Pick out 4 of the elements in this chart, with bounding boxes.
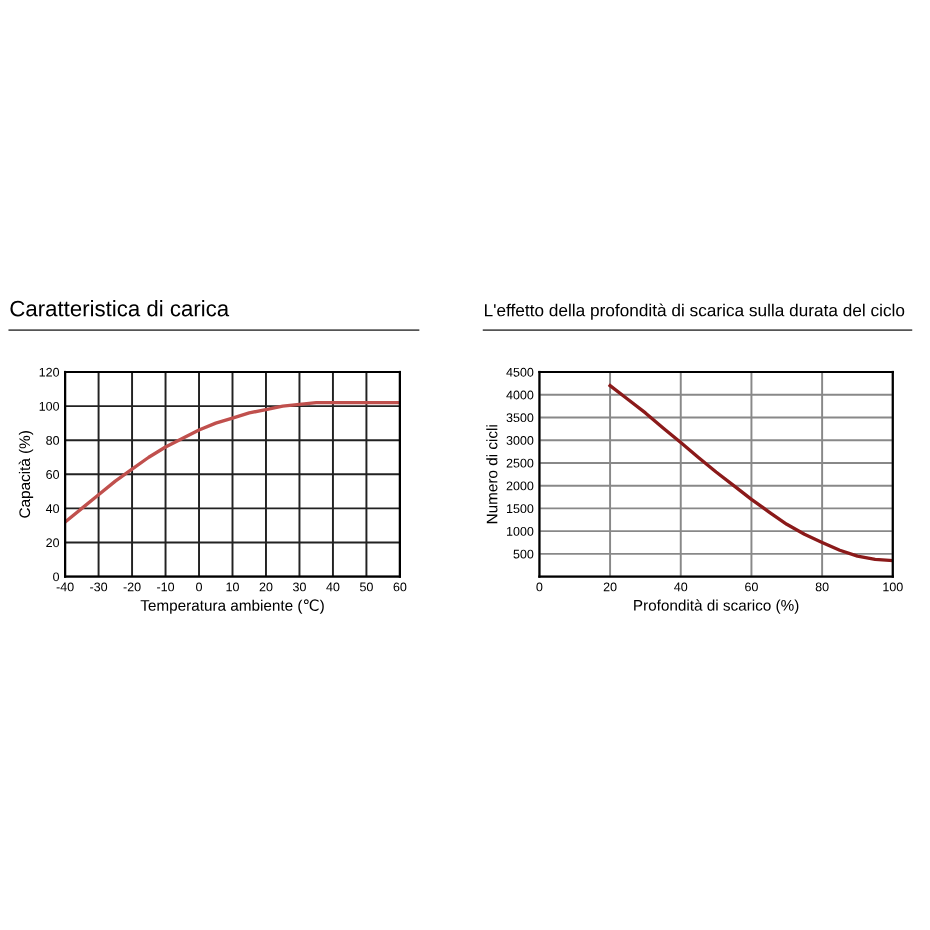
chart-title: L'effetto della profondità di scarica sulla durata del ciclo <box>485 303 905 320</box>
line-series <box>608 383 893 563</box>
line-series <box>65 401 400 524</box>
chart-title: Caratteristica di carica <box>10 300 230 317</box>
